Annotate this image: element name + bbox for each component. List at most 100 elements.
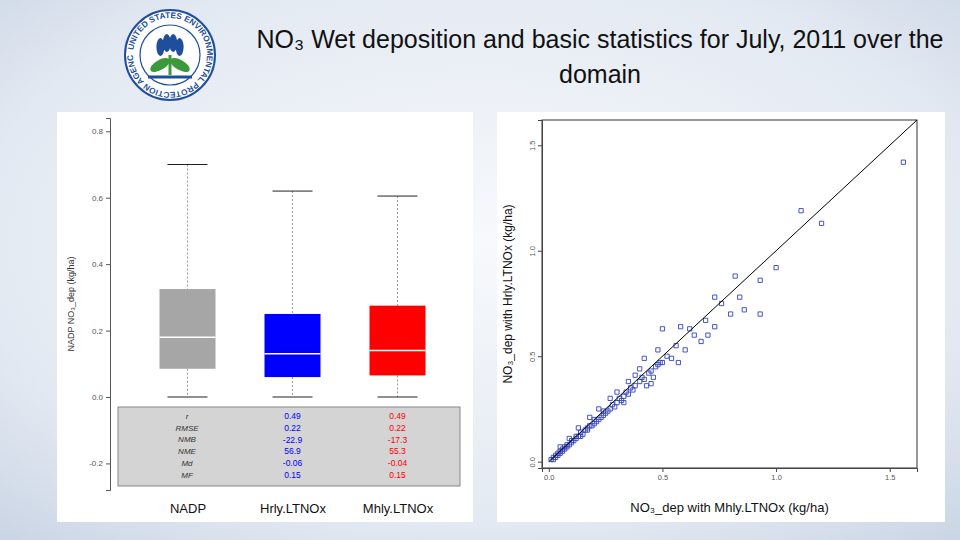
point [597,407,601,411]
x-tick: 0.5 [658,468,668,482]
point [901,160,905,164]
y-tick-label: 0.4 [92,260,104,269]
x-tick-label: 1.5 [885,473,895,482]
whisker-upper [292,191,293,314]
y-tick-mark [538,251,542,252]
stats-value: -0.04 [388,458,408,468]
title: NO₃ Wet deposition and basic statistics … [240,22,960,92]
point [558,445,562,449]
point [608,396,612,400]
logo-text: UNITED STATES ENVIRONMENTAL PROTECTION A… [0,0,215,100]
y-tick: -0.2 [89,459,110,468]
stats-row-label: RMSE [175,424,199,433]
point [638,379,642,383]
y-tick: 0.4 [92,260,110,269]
point [626,392,630,396]
point [649,369,653,373]
whisker-lower [397,375,398,397]
point [733,274,737,278]
stats-row-label: NMB [178,435,196,444]
x-tick-label: 0.5 [658,473,668,482]
point [567,436,571,440]
y-tick-mark [106,264,110,265]
point [642,377,646,381]
box-group [160,165,216,398]
y-tick-mark [538,356,542,357]
point [644,384,648,388]
point [622,394,626,398]
point [799,209,803,213]
whisker-lower [292,377,293,397]
stats-value: 0.15 [284,470,301,480]
stats-table [118,407,460,486]
x-tick: 1.0 [771,468,781,482]
point [633,373,637,377]
box [370,306,426,376]
x-tick-mark [890,468,891,472]
stats-value: 0.15 [389,470,406,480]
stats-row-label: NME [178,447,196,456]
y-tick-label: 1.5 [528,141,537,151]
logo-inner [140,25,200,85]
y-tick-mark [538,145,542,146]
y-tick: 1.5 [528,141,542,151]
box [265,314,321,377]
point [679,325,683,329]
y-tick-mark [106,463,110,464]
point [676,360,680,364]
point [613,405,617,409]
point [649,382,653,386]
y-tick-label: 0.2 [92,327,104,336]
y-tick-label: 0.6 [92,194,104,203]
y-tick-mark [538,462,542,463]
y-tick: 0.0 [528,457,542,467]
point [713,295,717,299]
point [774,266,778,270]
point [588,415,592,419]
point [713,325,717,329]
point [615,400,619,404]
logo-flower [148,34,192,77]
y-tick: 0.0 [92,393,110,402]
whisker-cap-upper [378,196,418,197]
point [608,407,612,411]
box-group [370,196,426,397]
stats-value: -17.3 [388,435,408,445]
y-axis-title: NO₃_dep with Hrly.LTNOx (kg/ha) [501,204,515,383]
point [638,367,642,371]
y-tick: 1.0 [528,246,542,256]
point [660,327,664,331]
x-tick-label: 0.0 [544,473,554,482]
point [665,354,669,358]
x-tick-mark [776,468,777,472]
y-tick-mark [106,397,110,398]
point [758,312,762,316]
y-tick-mark [106,198,110,199]
point [631,388,635,392]
y-axis-line [538,121,543,469]
point [706,333,710,337]
box-group [265,191,321,397]
point [615,390,619,394]
marks [549,120,917,462]
point [669,356,673,360]
x-tick: 0.0 [544,468,554,482]
point [742,308,746,312]
median [265,353,321,355]
x-tick-label: Hrly.LTNOx [260,501,326,516]
stats-value: 55.3 [389,446,406,456]
x-axis-title: NO₃_dep with Mhly.LTNOx (kg/ha) [630,500,828,515]
logo: UNITED STATES ENVIRONMENTAL PROTECTION A… [0,0,215,100]
whisker-lower [187,369,188,397]
y-tick-label: 1.0 [528,246,537,256]
stats-row-label: r [186,412,189,421]
plot-frame [542,120,917,468]
point [576,426,580,430]
stats-value: 0.22 [284,423,301,433]
point [633,384,637,388]
x-axis: 0.0 0.5 1.0 1.5 [543,468,918,482]
x-axis-line [543,469,918,473]
point [819,221,823,225]
point [699,339,703,343]
x-tick-mark [662,468,663,472]
